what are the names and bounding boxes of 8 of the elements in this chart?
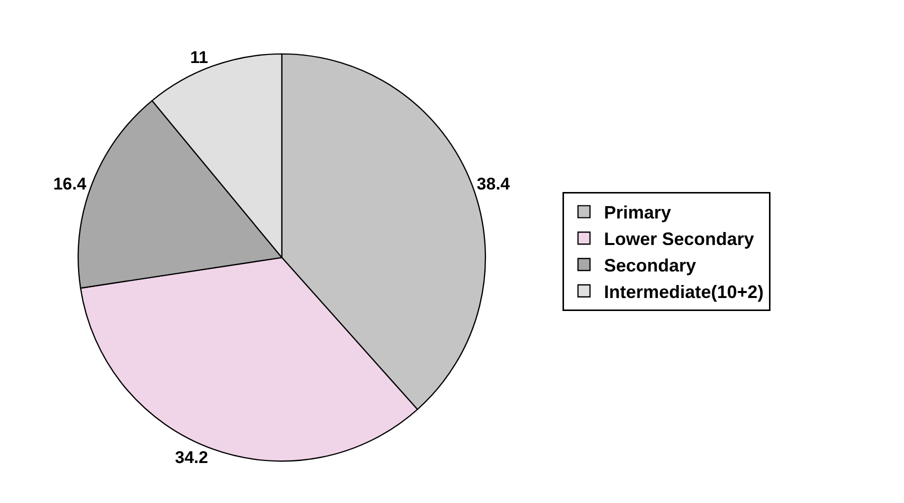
legend-label: Intermediate(10+2) (604, 282, 764, 302)
data-label: 38.4 (476, 174, 510, 194)
legend-label: Lower Secondary (604, 229, 754, 250)
legend-label: Primary (604, 202, 672, 223)
data-label: 16.4 (53, 174, 87, 194)
legend-label: Secondary (604, 256, 696, 276)
data-label: 34.2 (175, 448, 208, 467)
data-label: 11 (190, 48, 208, 68)
